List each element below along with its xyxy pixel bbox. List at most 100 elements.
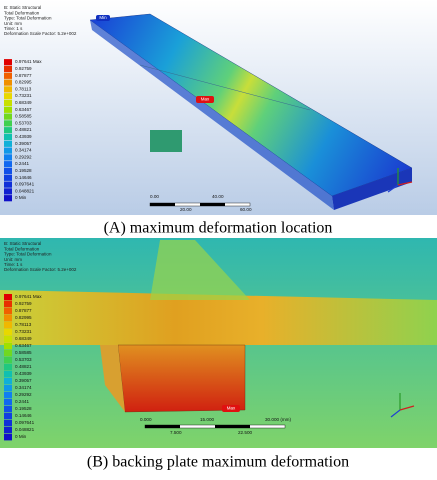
legend-label: 0.87877 bbox=[15, 308, 32, 313]
legend-label: 0.39057 bbox=[15, 378, 32, 383]
min-tag bbox=[96, 15, 110, 21]
legend-label: 0.19528 bbox=[15, 168, 32, 173]
legend-swatch bbox=[4, 154, 12, 161]
legend-label: 0.048821 bbox=[15, 188, 35, 193]
legend-label: 0.82995 bbox=[15, 315, 32, 320]
backing-block bbox=[150, 130, 182, 152]
legend-label: 0.19528 bbox=[15, 406, 32, 411]
legend-swatch bbox=[4, 59, 12, 66]
legend-swatch bbox=[4, 113, 12, 120]
legend-label: 0 Min bbox=[15, 195, 27, 200]
header-line: Time: 1 s bbox=[4, 262, 23, 267]
legend-swatch bbox=[4, 434, 12, 441]
legend-label: 0.097641 bbox=[15, 182, 35, 187]
legend-swatch bbox=[4, 350, 12, 357]
legend-swatch bbox=[4, 294, 12, 301]
max-tag bbox=[196, 96, 214, 103]
plate-side-face bbox=[90, 20, 334, 210]
legend-label: 0.43939 bbox=[15, 134, 32, 139]
legend-label: 0.97641 Max bbox=[15, 294, 42, 299]
triad bbox=[387, 168, 413, 193]
legend-swatch bbox=[4, 133, 12, 141]
scale-bar-segment bbox=[150, 203, 175, 206]
legend-swatch bbox=[4, 336, 12, 343]
backing-block bbox=[117, 344, 246, 413]
min-tag-label: Min bbox=[99, 15, 107, 20]
legend-label: 0.68349 bbox=[15, 336, 32, 341]
legend-label: 0.2441 bbox=[15, 161, 29, 166]
header-line: B: Static Structural bbox=[4, 241, 41, 246]
legend-swatch bbox=[4, 420, 12, 427]
legend-swatch bbox=[4, 343, 12, 350]
header-line: Time: 1 s bbox=[4, 26, 23, 31]
panel-a: Max Min (A) maximum deformation location… bbox=[0, 0, 437, 237]
legend-swatch bbox=[4, 127, 12, 134]
scale-label: 40.00 bbox=[212, 194, 224, 199]
header-line: Total Deformation bbox=[4, 10, 40, 15]
scale-bar-segment bbox=[215, 425, 250, 428]
header-line: Deformation Scale Factor: 5.2e+002 bbox=[4, 31, 77, 36]
legend-label: 0.82995 bbox=[15, 80, 32, 85]
max-tag bbox=[222, 405, 240, 412]
legend-label: 0.53703 bbox=[15, 120, 32, 125]
scale-label: 15.000 bbox=[200, 417, 214, 422]
legend-swatch bbox=[4, 195, 12, 202]
legend-swatch bbox=[4, 86, 12, 93]
scale-label: 0.000 bbox=[140, 417, 152, 422]
header-line: Type: Total Deformation bbox=[4, 16, 52, 21]
header-line: Unit: mm bbox=[4, 257, 22, 262]
legend-label: 0.34174 bbox=[15, 385, 32, 390]
legend-swatch bbox=[4, 147, 12, 154]
max-tag-label: Max bbox=[227, 406, 236, 411]
header-line: Total Deformation bbox=[4, 246, 40, 251]
legend-swatch bbox=[4, 385, 12, 392]
legend-swatch bbox=[4, 308, 12, 315]
legend-label: 0.48821 bbox=[15, 127, 32, 132]
legend-label: 0.34174 bbox=[15, 148, 32, 153]
legend-label: 0.68349 bbox=[15, 100, 32, 105]
scale-label: 22.500 bbox=[238, 430, 252, 435]
legend-swatch bbox=[4, 167, 12, 175]
legend-label: 0.39057 bbox=[15, 141, 32, 146]
legend-swatch bbox=[4, 406, 12, 413]
legend-swatch bbox=[4, 181, 12, 188]
caption: (B) backing plate maximum deformation bbox=[87, 454, 349, 471]
legend-swatch bbox=[4, 301, 12, 308]
scale-label: 7.500 bbox=[170, 430, 182, 435]
legend-label: 0.2441 bbox=[15, 399, 29, 404]
header-line: Type: Total Deformation bbox=[4, 252, 52, 257]
legend-label: 0.63467 bbox=[15, 107, 32, 112]
legend-swatch bbox=[4, 364, 12, 371]
legend-swatch bbox=[4, 72, 12, 79]
legend-swatch bbox=[4, 315, 12, 322]
legend-label: 0.48821 bbox=[15, 364, 32, 369]
legend-swatch bbox=[4, 399, 12, 406]
legend-swatch bbox=[4, 174, 12, 181]
legend-swatch bbox=[4, 140, 12, 147]
legend-swatch bbox=[4, 93, 12, 100]
legend-label: 0.78113 bbox=[15, 322, 32, 327]
legend-label: 0.14646 bbox=[15, 175, 32, 180]
legend-label: 0.097641 bbox=[15, 420, 35, 425]
legend-label: 0.73231 bbox=[15, 329, 32, 334]
header-line: Unit: mm bbox=[4, 21, 22, 26]
legend-swatch bbox=[4, 99, 12, 107]
scale-label: 0.00 bbox=[150, 194, 159, 199]
header-line: B: Static Structural bbox=[4, 5, 41, 10]
joint-line bbox=[139, 64, 311, 111]
legend-swatch bbox=[4, 329, 12, 336]
triad bbox=[390, 393, 415, 418]
caption: (A) maximum deformation location bbox=[104, 220, 333, 237]
legend-label: 0.92759 bbox=[15, 66, 32, 71]
header-line: Deformation Scale Factor: 5.2e+002 bbox=[4, 267, 77, 272]
legend-swatch bbox=[4, 392, 12, 399]
legend-label: 0.29292 bbox=[15, 154, 32, 159]
legend-swatch bbox=[4, 322, 12, 329]
legend-label: 0.73231 bbox=[15, 93, 32, 98]
panel-b: Max (B) backing plate maximum deformatio… bbox=[0, 238, 437, 471]
legend-label: 0.97641 Max bbox=[15, 59, 42, 64]
legend-swatch bbox=[4, 188, 12, 195]
legend-label: 0 Min bbox=[15, 434, 27, 439]
legend-swatch bbox=[4, 65, 12, 73]
